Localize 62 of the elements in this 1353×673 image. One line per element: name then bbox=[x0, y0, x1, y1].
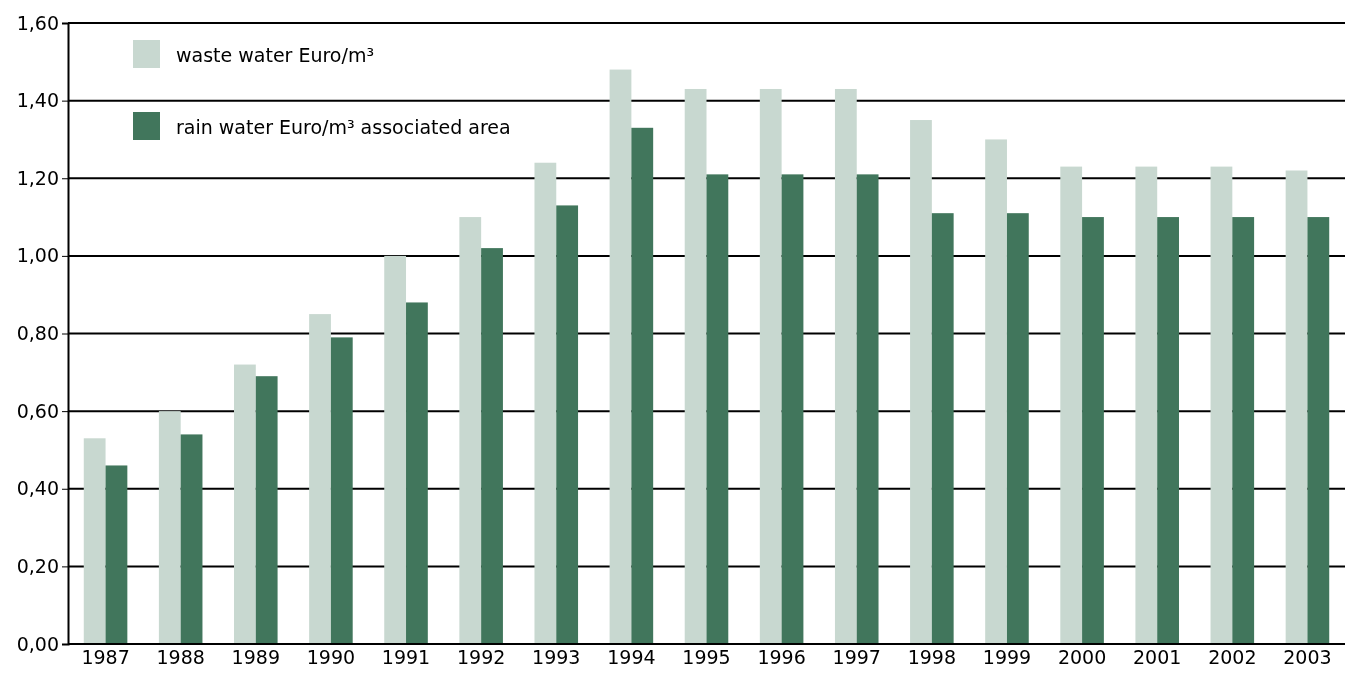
bar bbox=[1060, 166, 1083, 644]
bar bbox=[1157, 217, 1179, 644]
x-tick-label: 2002 bbox=[1208, 646, 1257, 669]
bar bbox=[481, 248, 503, 644]
x-tick-label: 1999 bbox=[982, 646, 1032, 669]
bar bbox=[105, 465, 128, 644]
bar bbox=[255, 376, 278, 644]
bar bbox=[931, 213, 954, 644]
y-tick-label: 0,20 bbox=[16, 554, 59, 577]
y-tick-label: 1,20 bbox=[16, 166, 59, 189]
bar bbox=[384, 255, 407, 644]
x-tick-label: 1993 bbox=[532, 646, 581, 669]
bar bbox=[1135, 166, 1158, 644]
bar bbox=[180, 434, 203, 644]
y-tick-label: 0,60 bbox=[16, 399, 59, 422]
legend-label: rain water Euro/m³ associated area bbox=[176, 115, 511, 138]
x-tick-label: 1988 bbox=[156, 646, 205, 669]
x-tick-label: 1987 bbox=[81, 646, 130, 669]
x-tick-label: 2001 bbox=[1133, 646, 1182, 669]
bar bbox=[556, 205, 579, 644]
y-tick-label: 0,80 bbox=[16, 322, 59, 345]
bar bbox=[1006, 213, 1029, 644]
x-tick-label: 1998 bbox=[907, 646, 957, 669]
x-tick-label: 1995 bbox=[682, 646, 731, 669]
x-tick-label: 1989 bbox=[231, 646, 280, 669]
x-tick-label: 1997 bbox=[832, 646, 881, 669]
bar bbox=[609, 69, 632, 644]
y-tick-label: 0,00 bbox=[16, 632, 59, 655]
x-tick-label: 2000 bbox=[1057, 646, 1107, 669]
y-tick-label: 0,40 bbox=[16, 477, 59, 500]
bar bbox=[309, 314, 331, 644]
legend-label: waste water Euro/m³ bbox=[176, 43, 375, 66]
bar bbox=[684, 88, 707, 644]
bar bbox=[1285, 170, 1308, 644]
bar bbox=[234, 364, 256, 644]
bar bbox=[910, 120, 932, 644]
bar bbox=[834, 88, 857, 644]
y-tick-label: 1,40 bbox=[16, 89, 59, 112]
bar bbox=[631, 127, 654, 644]
bar bbox=[330, 337, 353, 644]
bar bbox=[706, 174, 729, 644]
x-tick-label: 1992 bbox=[456, 646, 506, 669]
bar bbox=[158, 411, 181, 644]
bar bbox=[856, 174, 879, 644]
x-tick-label: 1990 bbox=[306, 646, 356, 669]
x-tick-label: 1991 bbox=[381, 646, 431, 669]
bar bbox=[1232, 217, 1255, 644]
bar bbox=[781, 174, 804, 644]
bar bbox=[406, 302, 428, 644]
bar bbox=[1307, 217, 1330, 644]
bar bbox=[83, 438, 106, 644]
y-tick-label: 1,60 bbox=[16, 11, 59, 34]
bar bbox=[1082, 217, 1104, 644]
bar bbox=[759, 88, 782, 644]
bar bbox=[1210, 166, 1233, 644]
bar bbox=[985, 139, 1007, 644]
x-tick-label: 2003 bbox=[1283, 646, 1332, 669]
bar bbox=[534, 162, 557, 644]
y-tick-label: 1,00 bbox=[16, 244, 59, 267]
x-tick-label: 1994 bbox=[607, 646, 656, 669]
x-tick-label: 1996 bbox=[757, 646, 806, 669]
bar bbox=[459, 217, 482, 644]
